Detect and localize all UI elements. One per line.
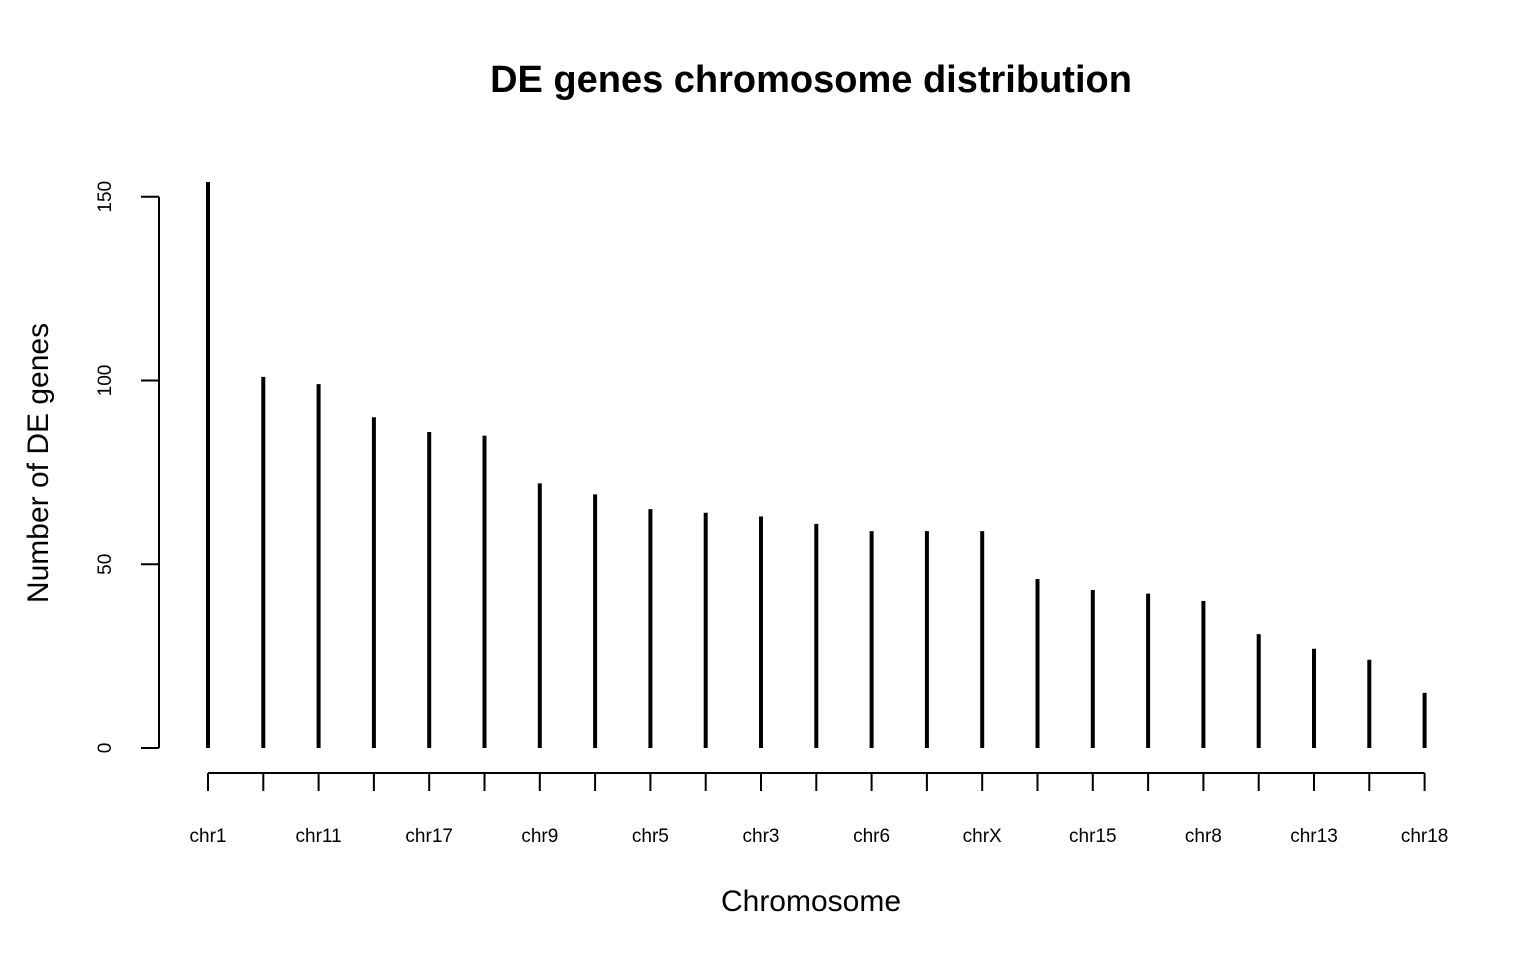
chart-title: DE genes chromosome distribution bbox=[490, 59, 1132, 101]
x-tick-label: chr5 bbox=[632, 826, 669, 847]
x-tick-label: chr18 bbox=[1401, 826, 1449, 847]
x-tick-label: chr11 bbox=[296, 826, 342, 847]
x-tick-label: chr1 bbox=[190, 826, 227, 847]
x-tick-label: chr8 bbox=[1185, 826, 1222, 847]
y-axis-label: Number of DE genes bbox=[22, 323, 55, 603]
y-axis: 0 50 100 150 bbox=[95, 181, 160, 754]
y-tick-label: 0 bbox=[95, 743, 116, 754]
x-axis-label: Chromosome bbox=[721, 885, 901, 918]
y-tick-label: 150 bbox=[95, 181, 116, 213]
x-tick-label: chr9 bbox=[521, 826, 558, 847]
x-tick-label: chrX bbox=[963, 826, 1002, 847]
bars bbox=[206, 182, 1427, 748]
x-tick-label: chr6 bbox=[853, 826, 890, 847]
x-tick-label: chr13 bbox=[1290, 826, 1338, 847]
x-tick-label: chr3 bbox=[743, 826, 780, 847]
x-axis: chr1 chr11 chr17 chr9 chr5 chr3 chr6 chrX chr15 c… bbox=[190, 772, 1449, 847]
y-tick-label: 50 bbox=[95, 554, 116, 575]
y-tick-label: 100 bbox=[95, 365, 116, 397]
x-tick-label: chr17 bbox=[405, 826, 453, 847]
x-tick-label: chr15 bbox=[1069, 826, 1117, 847]
